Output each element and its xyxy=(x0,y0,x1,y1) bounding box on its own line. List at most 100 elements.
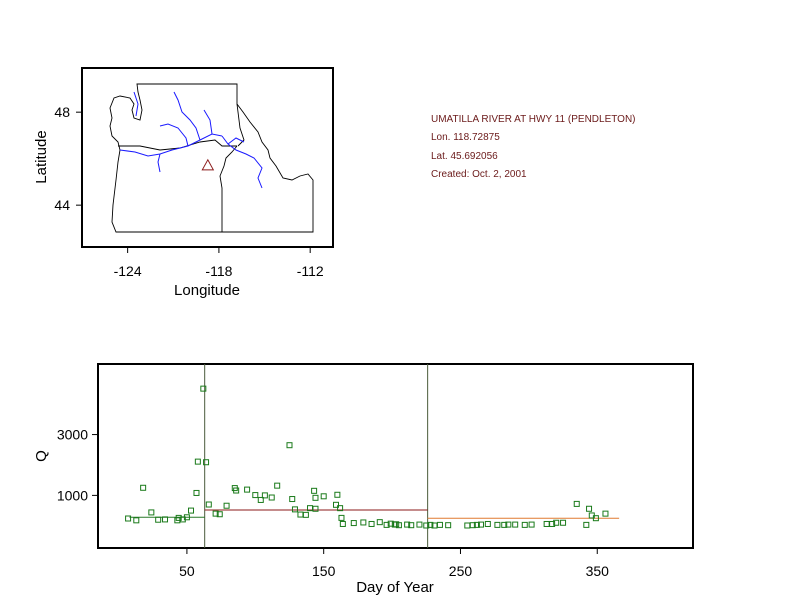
map-y-axis-label: Latitude xyxy=(33,130,50,183)
data-point xyxy=(484,520,491,527)
data-point xyxy=(383,521,390,528)
data-point xyxy=(494,521,501,528)
segment-dividers xyxy=(204,364,429,548)
data-point xyxy=(312,505,319,512)
data-point xyxy=(302,511,309,518)
data-point xyxy=(244,486,251,493)
data-point xyxy=(423,522,430,529)
scatter-x-axis-label: Day of Year xyxy=(356,579,434,596)
data-point xyxy=(311,487,318,494)
data-point xyxy=(501,521,508,528)
scatter-y-tick-label: 1000 xyxy=(57,487,88,503)
scatter-x-tick-label: 250 xyxy=(449,563,473,579)
data-point xyxy=(162,516,169,523)
data-point xyxy=(188,507,195,514)
data-point xyxy=(297,511,304,518)
data-point xyxy=(233,487,240,494)
scatter-y-axis-label: Q xyxy=(33,450,50,462)
data-point xyxy=(408,522,415,529)
site-info: UMATILLA RIVER AT HWY 11 (PENDLETON) Lon… xyxy=(431,114,636,180)
data-point xyxy=(339,520,346,527)
map-panel: -124 -118 -112 44 48 Longitude Latitude xyxy=(33,67,334,299)
scatter-y-tick-label: 3000 xyxy=(57,427,88,443)
data-point xyxy=(320,493,327,500)
state-boundaries xyxy=(109,83,314,233)
data-point xyxy=(583,521,590,528)
data-point xyxy=(274,482,281,489)
map-y-tick-label: 48 xyxy=(54,104,70,120)
data-point xyxy=(175,514,182,521)
data-point xyxy=(528,521,535,528)
data-points xyxy=(125,385,609,529)
data-point xyxy=(261,492,268,499)
data-point xyxy=(125,515,132,522)
data-point xyxy=(212,510,219,517)
data-point xyxy=(140,484,147,491)
site-marker xyxy=(201,158,215,171)
data-point xyxy=(376,519,383,526)
data-point xyxy=(148,509,155,516)
site-lon: Lon. 118.72875 xyxy=(431,132,500,143)
data-point xyxy=(427,521,434,528)
data-point xyxy=(350,520,357,527)
data-point xyxy=(333,501,339,508)
data-point xyxy=(289,496,296,503)
data-point xyxy=(291,506,298,513)
data-point xyxy=(592,515,599,522)
rivers xyxy=(119,91,263,189)
site-name: UMATILLA RIVER AT HWY 11 (PENDLETON) xyxy=(431,114,636,125)
map-frame xyxy=(81,67,334,248)
data-point xyxy=(368,520,375,527)
data-point xyxy=(194,458,201,465)
map-x-axis-label: Longitude xyxy=(174,282,240,299)
data-point xyxy=(133,517,140,524)
map-x-tick-label: -112 xyxy=(297,263,324,279)
map-x-tick-label: -124 xyxy=(114,263,142,279)
data-point xyxy=(286,442,293,449)
scatter-panel: 50 150 250 350 1000 3000 Day of Year Q xyxy=(33,363,694,596)
scatter-x-tick-label: 50 xyxy=(179,563,195,579)
data-point xyxy=(521,521,528,528)
data-point xyxy=(395,522,402,529)
map-axis-ticks: -124 -118 -112 44 48 xyxy=(54,104,323,279)
scatter-axis-ticks: 50 150 250 350 1000 3000 xyxy=(57,427,609,579)
data-point xyxy=(200,385,207,392)
data-point xyxy=(268,494,275,501)
data-point xyxy=(193,489,200,496)
data-point xyxy=(549,520,556,527)
data-point xyxy=(404,521,411,528)
data-point xyxy=(216,511,223,518)
data-point xyxy=(360,519,367,526)
data-point xyxy=(337,505,344,512)
data-point xyxy=(464,522,471,529)
data-point xyxy=(505,521,512,528)
data-point xyxy=(203,459,210,466)
data-point xyxy=(334,491,341,498)
data-point xyxy=(312,494,319,501)
data-point xyxy=(512,521,519,528)
map-y-tick-label: 44 xyxy=(54,197,70,213)
scatter-frame xyxy=(97,363,694,549)
data-point xyxy=(205,501,212,508)
data-point xyxy=(223,502,230,509)
data-point xyxy=(416,521,423,528)
data-point xyxy=(543,520,550,527)
data-point xyxy=(436,521,443,528)
map-x-tick-label: -118 xyxy=(205,263,232,279)
scatter-x-tick-label: 150 xyxy=(312,563,336,579)
data-point xyxy=(473,521,480,528)
data-point xyxy=(155,516,162,523)
data-point xyxy=(257,496,264,503)
data-point xyxy=(477,521,484,528)
data-point xyxy=(573,500,580,507)
data-point xyxy=(469,522,476,529)
data-point xyxy=(553,519,560,526)
data-point xyxy=(183,514,190,521)
data-point xyxy=(586,505,593,512)
data-point xyxy=(252,492,259,499)
data-point xyxy=(560,519,567,526)
segment-means xyxy=(129,509,620,519)
data-point xyxy=(602,510,609,517)
data-point xyxy=(338,514,345,521)
